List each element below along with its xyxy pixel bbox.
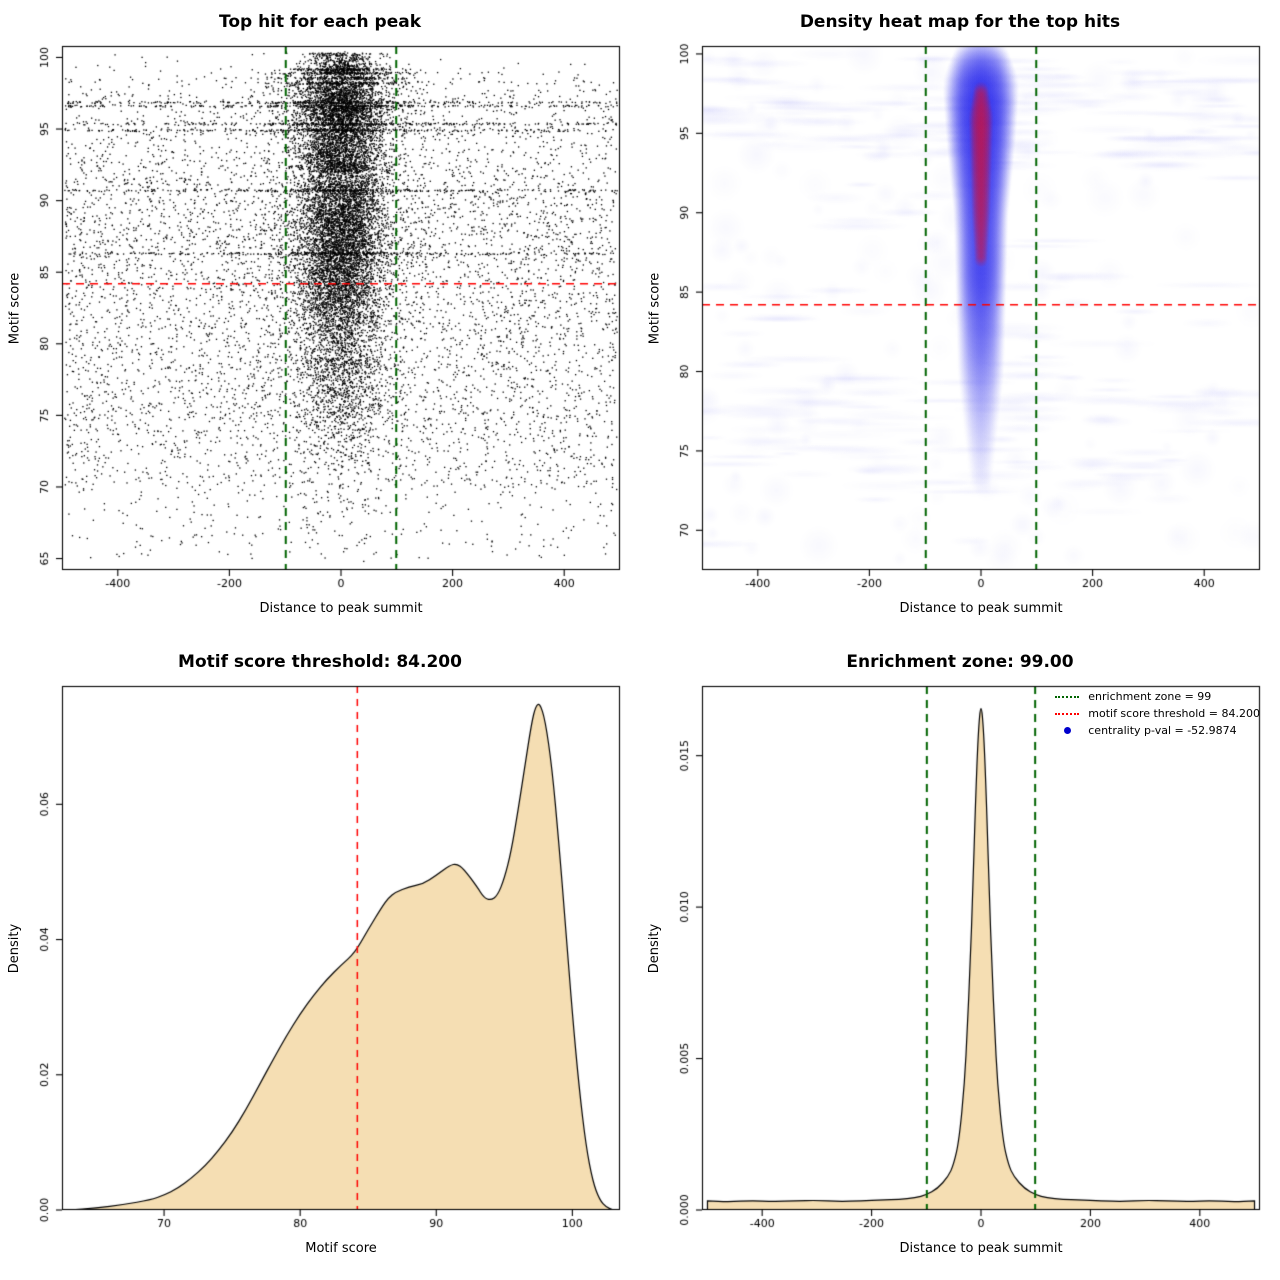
x-axis-label-score: Motif score — [305, 1241, 377, 1256]
y-axis-label-heatmap: Motif score — [647, 272, 663, 344]
panel-top-hit-scatter: Top hit for each peak Distance to peak s… — [0, 0, 640, 640]
heatmap-canvas — [640, 0, 1280, 640]
panel-distance-density: Enrichment zone: 99.00 Distance to peak … — [640, 640, 1280, 1280]
y-axis-label-density: Density — [647, 923, 663, 973]
legend-item-score-threshold: motif score threshold = 84.200 — [1054, 705, 1260, 722]
dot-icon — [1054, 727, 1080, 734]
distance-density-canvas — [640, 640, 1280, 1280]
chart-title-enrichment-zone: Enrichment zone: 99.00 — [846, 652, 1074, 672]
y-axis-label-wrap: Density — [640, 686, 670, 1210]
score-density-canvas — [0, 640, 640, 1280]
legend: enrichment zone = 99 motif score thresho… — [1054, 688, 1260, 739]
dotted-line-icon — [1054, 712, 1080, 715]
y-axis-label-wrap: Motif score — [640, 46, 670, 570]
legend-item-enrichment-zone: enrichment zone = 99 — [1054, 688, 1260, 705]
x-axis-label-heatmap: Distance to peak summit — [899, 601, 1063, 616]
chart-title-score-threshold: Motif score threshold: 84.200 — [178, 652, 462, 672]
legend-item-centrality-pval: centrality p-val = -52.9874 — [1054, 722, 1260, 739]
x-axis-label-scatter: Distance to peak summit — [259, 601, 423, 616]
y-axis-label-wrap: Motif score — [0, 46, 30, 570]
legend-label-centrality-pval: centrality p-val = -52.9874 — [1088, 724, 1237, 737]
chart-title-heatmap: Density heat map for the top hits — [799, 12, 1121, 32]
x-axis-label-distance: Distance to peak summit — [899, 1241, 1063, 1256]
panel-score-density: Motif score threshold: 84.200 Motif scor… — [0, 640, 640, 1280]
legend-label-score-threshold: motif score threshold = 84.200 — [1088, 707, 1260, 720]
panel-density-heatmap: Density heat map for the top hits Distan… — [640, 0, 1280, 640]
y-axis-label-wrap: Density — [0, 686, 30, 1210]
chart-title-scatter: Top hit for each peak — [218, 12, 422, 32]
dotted-line-icon — [1054, 695, 1080, 698]
y-axis-label-scatter: Motif score — [7, 272, 23, 344]
legend-label-enrichment-zone: enrichment zone = 99 — [1088, 690, 1212, 703]
scatter-plot-canvas — [0, 0, 640, 640]
y-axis-label-density: Density — [7, 923, 23, 973]
